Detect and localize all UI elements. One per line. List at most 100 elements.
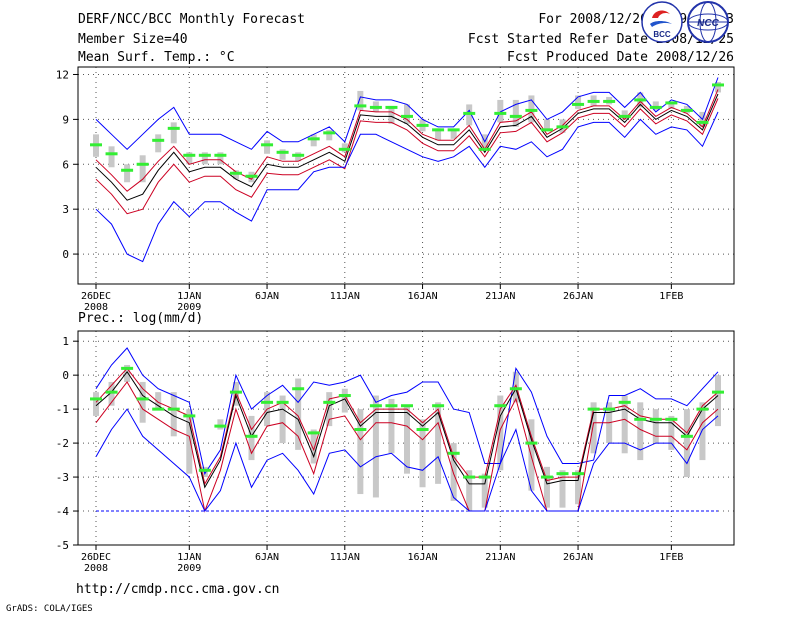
temp-xtick-label-6: 26JAN [563,291,593,302]
prec-range-box-12 [279,395,286,444]
prec-xtick-label-7: 1FEB [659,552,683,563]
temp-series-upper [95,89,719,192]
prec-marker-39 [696,407,709,411]
prec-range-box-22 [435,402,442,484]
prec-range-box-32 [590,402,597,454]
temp-xtick-year-0: 2008 [84,302,108,313]
temp-marker-7 [198,153,211,157]
temp-range-box-31 [575,95,582,109]
prec-range-box-35 [637,402,644,461]
temp-ytick-label-4: 12 [56,68,69,81]
prec-ytick-label-6: 1 [62,335,69,348]
prec-marker-40 [712,390,724,394]
bcc-logo-text: BCC [653,30,671,39]
temp-marker-31 [572,102,585,106]
prec-series-max [95,347,719,475]
temp-marker-10 [245,174,258,178]
temp-marker-18 [369,105,382,109]
prec-marker-32 [587,407,600,411]
prec-range-box-29 [543,466,550,508]
prec-marker-38 [680,434,693,438]
prec-marker-34 [618,400,631,404]
temp-marker-2 [121,168,134,172]
temp-range-box-23 [450,129,457,139]
temp-ytick-label-2: 6 [62,158,69,171]
prec-range-box-31 [575,470,582,505]
temp-range-box-8 [217,152,224,165]
prec-range-box-34 [621,395,628,454]
prec-range-box-27 [512,371,519,403]
prec-marker-25 [478,475,491,479]
temp-marker-19 [385,105,398,109]
prec-marker-37 [665,417,678,421]
prec-marker-27 [509,387,522,391]
fcst-produced-label: Fcst Produced Date 2008/12/26 [507,50,734,65]
ncc-logo-text: NCC [697,18,719,29]
temp-range-box-22 [435,128,442,141]
prec-marker-26 [494,404,507,408]
prec-xtick-label-2: 6JAN [255,552,279,563]
temp-range-box-40 [715,81,721,93]
prec-range-box-13 [295,378,302,450]
temp-marker-15 [323,131,336,135]
ncc-logo-icon: NCC [687,1,729,43]
temp-marker-24 [463,111,476,115]
prec-marker-13 [292,387,305,391]
temp-xtick-label-5: 21JAN [485,291,515,302]
prec-marker-5 [167,407,180,411]
temp-marker-25 [478,147,491,151]
temp-series-max [95,77,719,150]
bcc-logo-icon: BCC [641,1,683,43]
prec-marker-8 [214,424,227,428]
prec-marker-4 [152,407,165,411]
temp-range-box-29 [543,119,550,132]
temp-marker-28 [525,108,538,112]
temp-range-box-15 [326,129,333,141]
temp-marker-3 [136,162,149,166]
temp-series-lower [95,98,719,215]
temp-xtick-label-1: 1JAN [177,291,201,302]
prec-range-box-8 [217,419,224,430]
prec-xtick-label-0: 26DEC [81,552,111,563]
prec-range-box-0 [93,392,99,416]
temp-xtick-label-2: 6JAN [255,291,279,302]
prec-xtick-label-4: 16JAN [407,552,437,563]
prec-marker-3 [136,397,149,401]
temp-marker-26 [494,111,507,115]
prec-marker-2 [121,366,134,370]
temp-range-box-1 [108,146,115,168]
temp-marker-35 [634,98,647,102]
prec-range-box-38 [683,409,690,478]
prec-range-box-17 [357,409,364,495]
prec-series-lower [95,381,719,513]
temp-marker-17 [354,104,367,108]
temp-marker-1 [105,152,118,156]
prec-range-box-36 [652,409,659,444]
prec-marker-28 [525,441,538,445]
prec-range-box-2 [124,364,131,382]
temp-xtick-label-4: 16JAN [407,291,437,302]
temp-xtick-label-3: 11JAN [330,291,360,302]
prec-range-box-24 [466,470,473,512]
temp-marker-0 [90,143,102,147]
temp-marker-5 [167,126,180,130]
temp-marker-16 [338,147,351,151]
temp-marker-33 [603,99,616,103]
grads-credit: GrADS: COLA/IGES [6,604,93,614]
prec-ytick-label-1: -4 [56,505,70,518]
prec-series-min [95,408,719,512]
temp-series-min [95,111,719,263]
prec-range-box-15 [326,392,333,427]
prec-marker-33 [603,407,616,411]
prec-range-box-26 [497,395,504,471]
prec-marker-20 [401,404,413,408]
temp-marker-22 [432,128,445,132]
temp-marker-29 [540,128,553,132]
prec-marker-1 [105,390,118,394]
prec-range-box-6 [186,409,193,474]
prec-marker-36 [649,417,662,421]
prec-ytick-label-2: -3 [56,471,69,484]
prec-marker-16 [338,394,351,398]
temp-ytick-label-0: 0 [62,248,69,261]
temp-marker-27 [509,114,522,118]
